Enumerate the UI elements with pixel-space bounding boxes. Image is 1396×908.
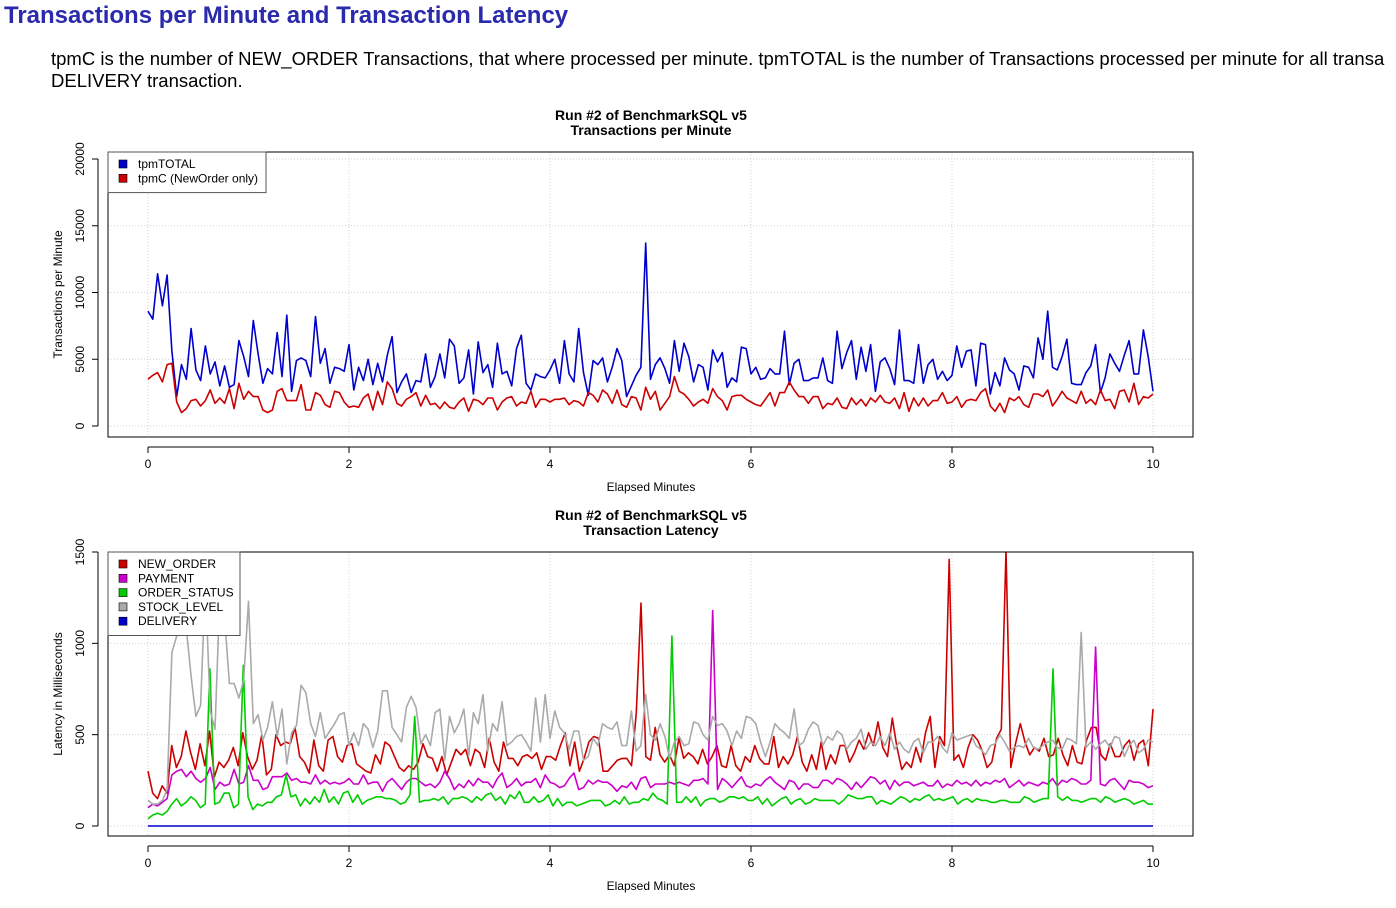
chart0-x-tick-label-0: 0 (145, 457, 152, 471)
chart1-x-tick-label-6: 6 (748, 856, 755, 870)
chart1-subtitle: Transaction Latency (583, 522, 719, 538)
chart1-series-payment (147, 609, 1154, 809)
chart0-x-tick-label-4: 4 (547, 457, 554, 471)
chart0-title: Run #2 of BenchmarkSQL v5 (555, 107, 747, 123)
chart1-y-tick-label-1000: 1000 (73, 630, 87, 657)
page-title: Transactions per Minute and Transaction … (4, 2, 569, 29)
chart1-legend-swatch-order-status (118, 588, 128, 597)
chart0-legend-swatch-tpmc-neworder-only (118, 174, 128, 183)
chart0-x-tick-label-6: 6 (748, 457, 755, 471)
chart0-series-tpmc-neworder-only (147, 362, 1154, 414)
chart1-y-axis: 0 500 1000 1500 (73, 538, 99, 829)
chart1-legend-label-payment: PAYMENT (138, 571, 195, 585)
chart0-plot-frame (107, 151, 1194, 438)
chart1-series-new-order (147, 552, 1154, 800)
chart1-x-tick-label-2: 2 (346, 856, 353, 870)
chart0-legend-label-tpmc-neworder-only: tpmC (NewOrder only) (138, 171, 258, 185)
chart0-legend-swatch-tpmtotal (118, 159, 128, 169)
chart0-y-tick-label-15000: 15000 (73, 209, 87, 243)
intro-line-2: DELIVERY transaction. (51, 70, 243, 91)
chart0-legend-label-tpmtotal: tpmTOTAL (138, 157, 196, 171)
chart0-legend-box (107, 151, 267, 194)
chart0-grid (108, 152, 1193, 437)
chart0-y-axis: 0 5000 10000 15000 20000 (73, 142, 99, 429)
chart1-x-label: Elapsed Minutes (607, 879, 696, 893)
intro-paragraph: tpmC is the number of NEW_ORDER Transact… (51, 48, 1396, 92)
chart0-x-tick-label-8: 8 (949, 457, 956, 471)
chart1-legend-swatch-stock-level (118, 602, 128, 612)
chart1-x-tick-label-8: 8 (949, 856, 956, 870)
chart0-y-tick-label-20000: 20000 (73, 142, 87, 176)
intro-line-1: tpmC is the number of NEW_ORDER Transact… (51, 48, 1385, 69)
chart1-title: Run #2 of BenchmarkSQL v5 (555, 507, 747, 523)
chart1-legend-box (107, 551, 241, 636)
chart1-legend-label-new-order: NEW_ORDER (138, 557, 216, 571)
chart1-x-tick-label-10: 10 (1146, 856, 1160, 870)
chart1-legend-swatch-new-order (118, 559, 128, 569)
chart0-y-tick-label-10000: 10000 (73, 275, 87, 309)
chart1-series-stock-level (147, 580, 1154, 805)
chart1-legend-label-stock-level: STOCK_LEVEL (138, 600, 223, 614)
chart0-x-label: Elapsed Minutes (607, 480, 696, 494)
chart1-legend-label-delivery: DELIVERY (138, 614, 197, 628)
chart0-series-group (147, 242, 1154, 414)
chart1-legend-swatch-payment (118, 574, 128, 583)
chart0-x-tick-label-2: 2 (346, 457, 353, 471)
chart1-legend-swatch-delivery (118, 616, 128, 626)
chart1-y-tick-label-0: 0 (73, 822, 87, 829)
chart1-y-tick-label-1500: 1500 (73, 538, 87, 565)
chart0-y-tick-label-5000: 5000 (73, 346, 87, 373)
chart0-x-tick-label-10: 10 (1146, 457, 1160, 471)
chart1-y-label: Latency in Milliseconds (51, 632, 65, 755)
chart1-x-tick-label-0: 0 (145, 856, 152, 870)
chart1-grid (108, 551, 1193, 836)
chart0-y-tick-label-0: 0 (73, 422, 87, 429)
chart1-x-axis: 0 2 4 6 8 10 (145, 845, 1160, 870)
chart0-series-tpmtotal (147, 242, 1154, 398)
chart1-plot-frame (107, 551, 1194, 837)
chart0-x-axis: 0 2 4 6 8 10 (145, 446, 1160, 471)
chart1-series-order-status (147, 635, 1153, 820)
chart1-series-group (147, 552, 1154, 827)
chart0-subtitle: Transactions per Minute (570, 122, 731, 138)
chart1-legend-label-order-status: ORDER_STATUS (138, 586, 234, 600)
chart1-y-tick-label-500: 500 (73, 724, 87, 744)
chart1-legend: NEW_ORDERPAYMENTORDER_STATUSSTOCK_LEVELD… (107, 551, 241, 636)
chart0-y-label: Transactions per Minute (51, 230, 65, 359)
chart1-x-tick-label-4: 4 (547, 856, 554, 870)
